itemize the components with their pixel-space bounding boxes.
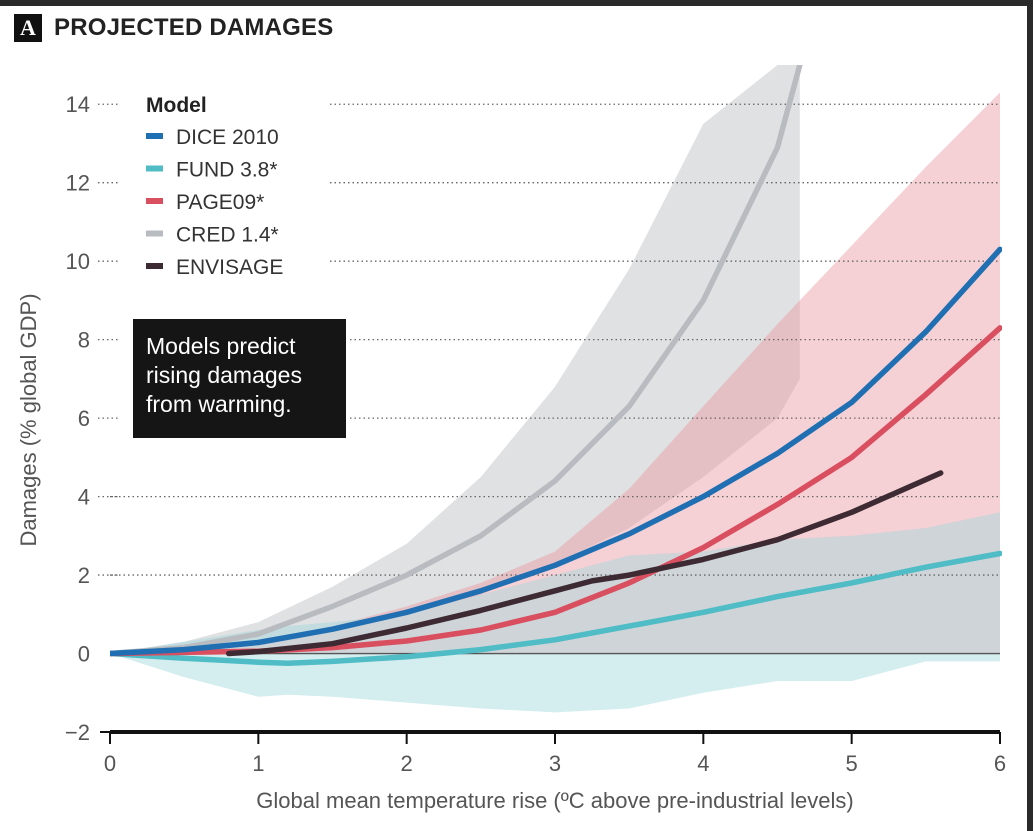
line-envisage: [225, 470, 944, 657]
panel-letter-badge: A: [14, 14, 42, 42]
annotation-background: [133, 319, 346, 438]
y-tick-label-6: 6: [78, 406, 90, 431]
legend-label-dice-2010: DICE 2010: [176, 126, 279, 149]
right-border: [1027, 0, 1033, 831]
x-tick-label-1: 1: [252, 751, 264, 776]
y-tick-label-2: 2: [78, 563, 90, 588]
x-tick-label-5: 5: [846, 751, 858, 776]
legend-label-cred-1-4: CRED 1.4*: [176, 224, 279, 247]
legend: Model DICE 2010 FUND 3.8* PAGE09* CRED 1.4* E…: [146, 94, 283, 279]
annotation-line-2: rising damages: [146, 362, 302, 388]
x-tick-label-0: 0: [104, 751, 116, 776]
x-tick-label-6: 6: [994, 751, 1006, 776]
top-border: [0, 0, 1033, 6]
line-cred-1-4: [110, 65, 803, 657]
x-tick-label-3: 3: [549, 751, 561, 776]
band-cred-1-4: [110, 65, 800, 654]
series-lines: [110, 65, 1002, 667]
y-tick-label-14: 14: [66, 92, 90, 117]
y-tick-label-10: 10: [66, 249, 90, 274]
legend-title: Model: [146, 94, 207, 117]
legend-label-envisage: ENVISAGE: [176, 256, 283, 279]
annotation-box: Models predict rising damages from warming…: [133, 319, 346, 438]
chart-header: A PROJECTED DAMAGES: [14, 12, 333, 44]
annotation-line-3: from warming.: [146, 391, 292, 417]
line-fund-3-8: [110, 550, 1002, 667]
axis-labels: Global mean temperature rise (ºC above p…: [16, 293, 854, 813]
y-tick-label-4: 4: [78, 485, 90, 510]
annotation-line-1: Models predict: [146, 333, 296, 359]
band-page09: [110, 92, 1000, 654]
y-tick-label-8: 8: [78, 328, 90, 353]
y-axis-label: Damages (% global GDP): [16, 293, 41, 546]
chart-title: PROJECTED DAMAGES: [54, 14, 334, 41]
x-tick-label-4: 4: [697, 751, 709, 776]
y-tick-label--2: −2: [65, 720, 90, 745]
legend-label-page09: PAGE09*: [176, 191, 264, 214]
x-tick-label-2: 2: [401, 751, 413, 776]
y-tick-label-0: 0: [78, 642, 90, 667]
y-tick-label-12: 12: [66, 171, 90, 196]
x-axis-label: Global mean temperature rise (ºC above p…: [256, 788, 853, 813]
line-dice-2010: [110, 246, 1002, 657]
legend-label-fund-3-8: FUND 3.8*: [176, 159, 278, 182]
